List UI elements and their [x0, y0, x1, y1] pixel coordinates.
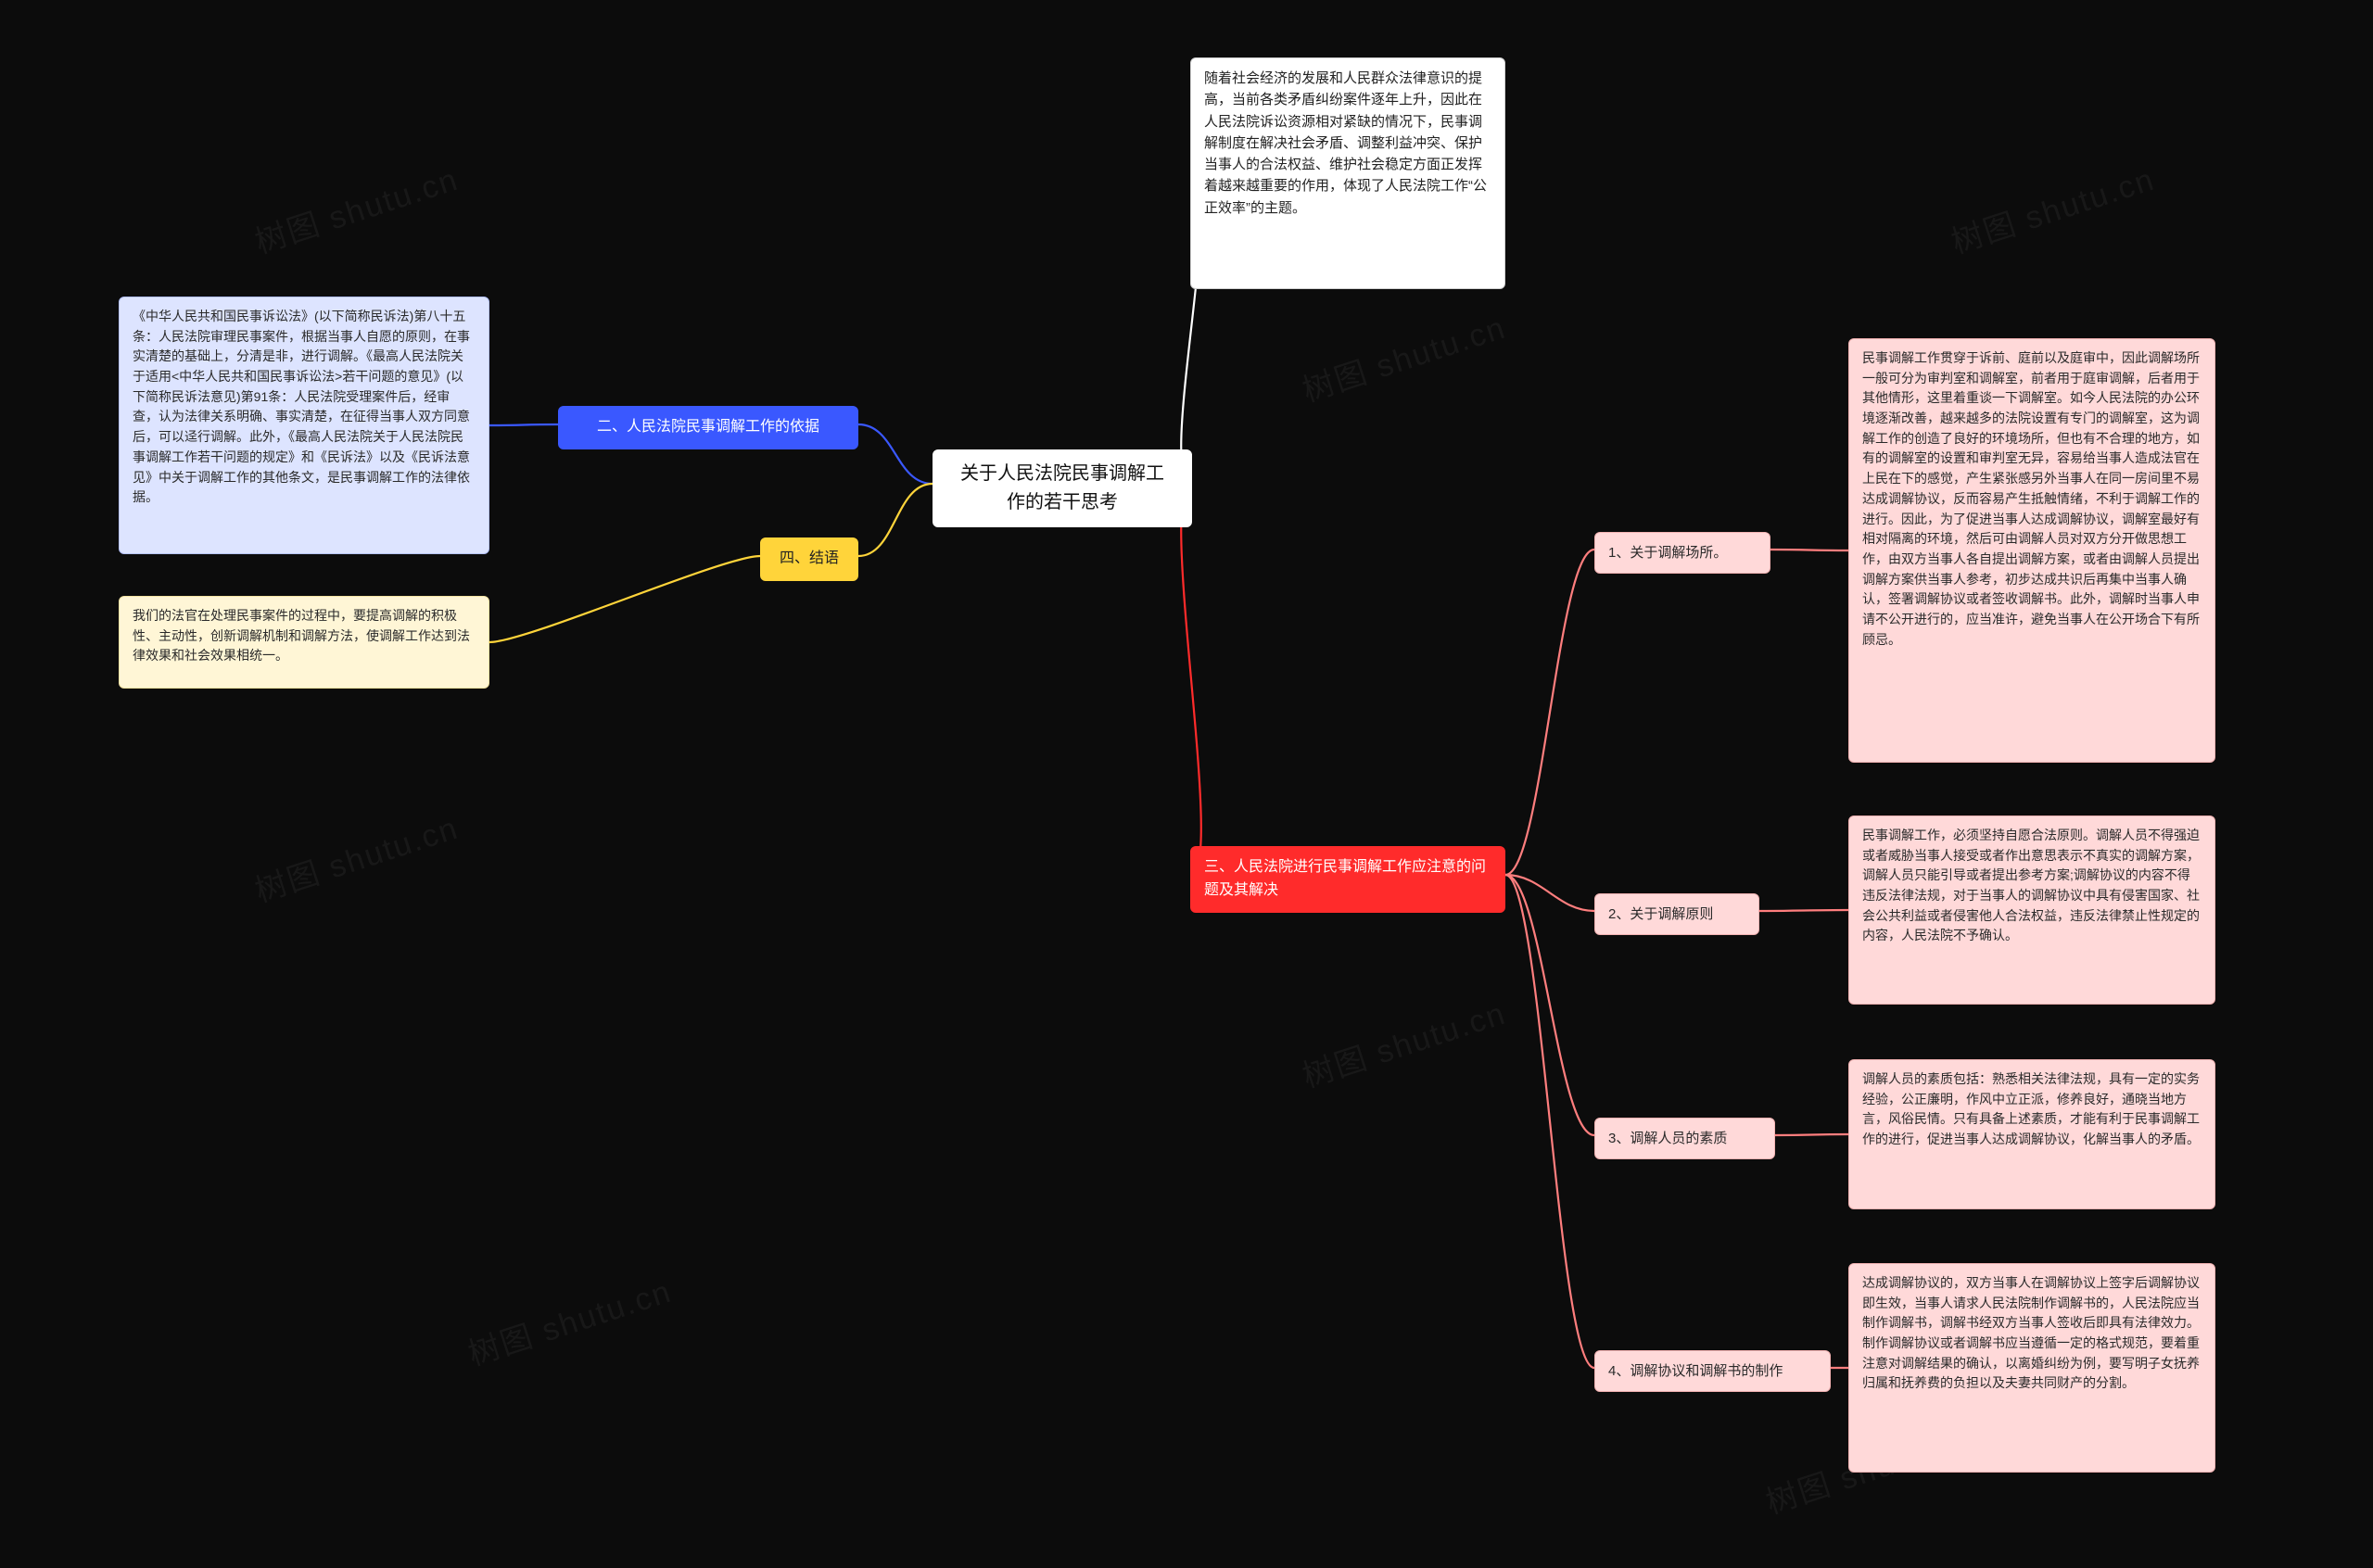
connector — [858, 424, 933, 484]
point-4-detail-node[interactable]: 达成调解协议的，双方当事人在调解协议上签字后调解协议即生效，当事人请求人民法院制… — [1848, 1263, 2215, 1473]
connector — [858, 484, 933, 556]
connector — [1775, 1134, 1848, 1135]
section-2-node[interactable]: 二、人民法院民事调解工作的依据 — [558, 406, 858, 449]
watermark: 树图 shutu.cn — [1296, 302, 1511, 411]
connector — [1181, 484, 1201, 875]
point-4-node[interactable]: 4、调解协议和调解书的制作 — [1594, 1350, 1831, 1392]
point-3-node[interactable]: 3、调解人员的素质 — [1594, 1118, 1775, 1159]
watermark: 树图 shutu.cn — [1945, 154, 2160, 262]
watermark: 树图 shutu.cn — [248, 803, 463, 911]
watermark: 树图 shutu.cn — [462, 1266, 677, 1374]
point-2-detail-node[interactable]: 民事调解工作，必须坚持自愿合法原则。调解人员不得强迫或者威胁当事人接受或者作出意… — [1848, 816, 2215, 1005]
connector — [1505, 875, 1594, 1368]
connector — [1505, 550, 1594, 875]
point-3-detail-node[interactable]: 调解人员的素质包括：熟悉相关法律法规，具有一定的实务经验，公正廉明，作风中立正派… — [1848, 1059, 2215, 1209]
connector — [489, 424, 558, 425]
connector — [1759, 910, 1848, 911]
point-2-node[interactable]: 2、关于调解原则 — [1594, 893, 1759, 935]
mindmap-canvas: 树图 shutu.cn 树图 shutu.cn 树图 shutu.cn 树图 s… — [0, 0, 2373, 1568]
connector — [489, 556, 760, 642]
section-4-detail-node[interactable]: 我们的法官在处理民事案件的过程中，要提高调解的积极性、主动性，创新调解机制和调解… — [119, 596, 489, 689]
connector — [1505, 875, 1594, 1135]
section-4-node[interactable]: 四、结语 — [760, 537, 858, 581]
watermark: 树图 shutu.cn — [1296, 988, 1511, 1096]
point-1-node[interactable]: 1、关于调解场所。 — [1594, 532, 1770, 574]
root-node[interactable]: 关于人民法院民事调解工 作的若干思考 — [933, 449, 1192, 527]
point-1-detail-node[interactable]: 民事调解工作贯穿于诉前、庭前以及庭审中，因此调解场所一般可分为审判室和调解室，前… — [1848, 338, 2215, 763]
intro-node[interactable]: 随着社会经济的发展和人民群众法律意识的提高，当前各类矛盾纠纷案件逐年上升，因此在… — [1190, 57, 1505, 289]
watermark: 树图 shutu.cn — [248, 154, 463, 262]
section-2-detail-node[interactable]: 《中华人民共和国民事诉讼法》(以下简称民诉法)第八十五条：人民法院审理民事案件，… — [119, 297, 489, 554]
section-3-node[interactable]: 三、人民法院进行民事调解工作应注意的问题及其解决 — [1190, 846, 1505, 913]
connector — [1505, 875, 1594, 911]
